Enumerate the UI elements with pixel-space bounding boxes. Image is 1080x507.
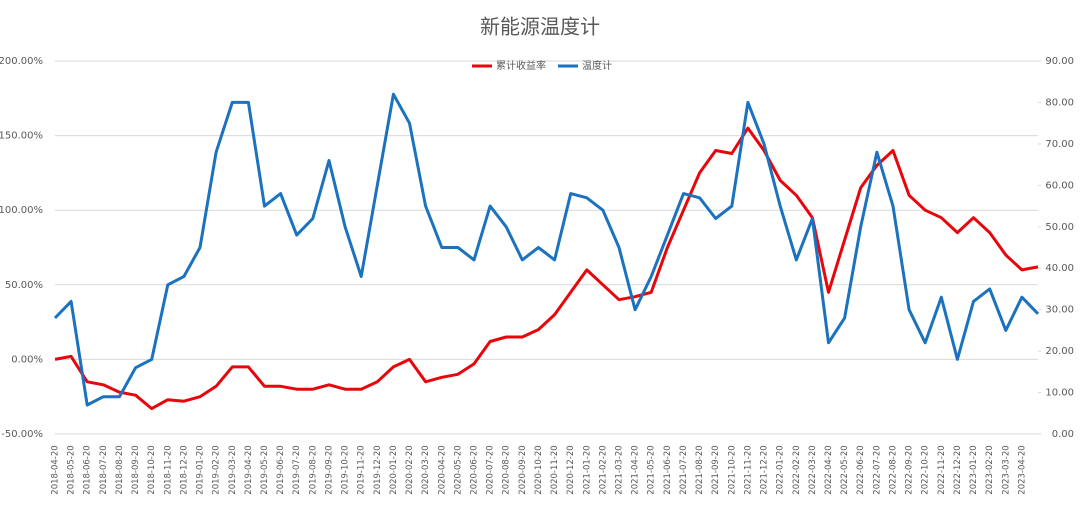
x-tick-label: 2023-04-20 <box>1017 445 1027 494</box>
x-tick-label: 2018-05-20 <box>67 445 77 494</box>
x-tick-label: 2019-12-20 <box>373 445 383 494</box>
x-tick-label: 2020-09-20 <box>518 445 528 494</box>
y-tick-label: 100.00% <box>0 205 43 216</box>
x-tick-label: 2018-07-20 <box>99 445 109 494</box>
x-tick-label: 2023-01-20 <box>969 445 979 494</box>
y-tick-label: 50.00% <box>5 280 43 291</box>
x-tick-label: 2021-06-20 <box>663 445 673 494</box>
y-tick-label: 200.00% <box>0 56 43 67</box>
x-tick-label: 2020-02-20 <box>405 445 415 494</box>
x-tick-label: 2021-03-20 <box>615 445 625 494</box>
x-tick-label: 2023-03-20 <box>1001 445 1011 494</box>
x-tick-label: 2021-09-20 <box>711 445 721 494</box>
y2-tick-label: 20.00 <box>1045 346 1074 357</box>
x-tick-label: 2021-12-20 <box>760 445 770 494</box>
x-tick-label: 2019-09-20 <box>324 445 334 494</box>
x-tick-label: 2020-11-20 <box>550 445 560 494</box>
x-tick-label: 2022-01-20 <box>776 445 786 494</box>
x-tick-label: 2022-02-20 <box>792 445 802 494</box>
x-tick-label: 2021-04-20 <box>631 445 641 494</box>
x-tick-label: 2020-01-20 <box>389 445 399 494</box>
line-series <box>54 126 1039 411</box>
x-tick-label: 2021-11-20 <box>743 445 753 494</box>
x-tick-label: 2022-03-20 <box>808 445 818 494</box>
x-tick-label: 2022-09-20 <box>905 445 915 494</box>
x-tick-label: 2019-08-20 <box>308 445 318 494</box>
y2-tick-label: 60.00 <box>1045 180 1074 191</box>
x-tick-label: 2019-10-20 <box>341 445 351 494</box>
x-tick-label: 2019-04-20 <box>244 445 254 494</box>
y2-tick-label: 30.00 <box>1045 305 1074 316</box>
x-tick-label: 2019-02-20 <box>212 445 222 494</box>
y-tick-label: 0.00% <box>11 354 43 365</box>
x-tick-label: 2019-05-20 <box>260 445 270 494</box>
x-tick-label: 2018-08-20 <box>115 445 125 494</box>
x-tick-label: 2022-06-20 <box>856 445 866 494</box>
chart-title: 新能源温度计 <box>480 15 600 39</box>
x-tick-label: 2018-10-20 <box>147 445 157 494</box>
line-series <box>53 92 1040 407</box>
x-tick-label: 2021-01-20 <box>582 445 592 494</box>
x-tick-label: 2021-08-20 <box>695 445 705 494</box>
x-tick-label: 2023-02-20 <box>985 445 995 494</box>
x-tick-label: 2020-06-20 <box>469 445 479 494</box>
x-tick-label: 2020-05-20 <box>453 445 463 494</box>
x-tick-label: 2022-12-20 <box>953 445 963 494</box>
y2-tick-label: 0.00 <box>1052 429 1074 440</box>
x-tick-label: 2022-10-20 <box>921 445 931 494</box>
y2-tick-label: 50.00 <box>1045 222 1074 233</box>
x-tick-label: 2020-10-20 <box>534 445 544 494</box>
x-tick-label: 2021-02-20 <box>598 445 608 494</box>
y2-tick-label: 40.00 <box>1045 263 1074 274</box>
x-tick-label: 2022-11-20 <box>937 445 947 494</box>
y2-tick-label: 90.00 <box>1045 56 1074 67</box>
y2-tick-label: 70.00 <box>1045 139 1074 150</box>
x-tick-label: 2020-08-20 <box>502 445 512 494</box>
x-tick-label: 2020-03-20 <box>421 445 431 494</box>
x-tick-label: 2022-08-20 <box>888 445 898 494</box>
x-tick-label: 2019-07-20 <box>292 445 302 494</box>
x-tick-label: 2022-07-20 <box>872 445 882 494</box>
x-tick-label: 2019-03-20 <box>228 445 238 494</box>
x-tick-label: 2021-10-20 <box>727 445 737 494</box>
x-tick-label: 2018-12-20 <box>179 445 189 494</box>
x-tick-label: 2021-05-20 <box>647 445 657 494</box>
x-tick-label: 2019-01-20 <box>196 445 206 494</box>
x-tick-label: 2020-07-20 <box>486 445 496 494</box>
x-tick-label: 2021-07-20 <box>679 445 689 494</box>
x-tick-label: 2018-09-20 <box>131 445 141 494</box>
x-tick-label: 2019-11-20 <box>357 445 367 494</box>
x-tick-label: 2022-04-20 <box>824 445 834 494</box>
x-tick-label: 2020-04-20 <box>437 445 447 494</box>
x-tick-label: 2018-11-20 <box>163 445 173 494</box>
x-tick-label: 2018-06-20 <box>83 445 93 494</box>
x-tick-label: 2022-05-20 <box>840 445 850 494</box>
y-tick-label: 150.00% <box>0 131 43 142</box>
x-tick-label: 2018-04-20 <box>51 445 61 494</box>
x-tick-label: 2019-06-20 <box>276 445 286 494</box>
y-tick-label: -50.00% <box>1 429 43 440</box>
y2-tick-label: 10.00 <box>1045 388 1074 399</box>
legend-label: 累计收益率 <box>496 59 546 72</box>
x-tick-label: 2020-12-20 <box>566 445 576 494</box>
legend-label: 温度计 <box>582 59 612 72</box>
y2-tick-label: 80.00 <box>1045 97 1074 108</box>
